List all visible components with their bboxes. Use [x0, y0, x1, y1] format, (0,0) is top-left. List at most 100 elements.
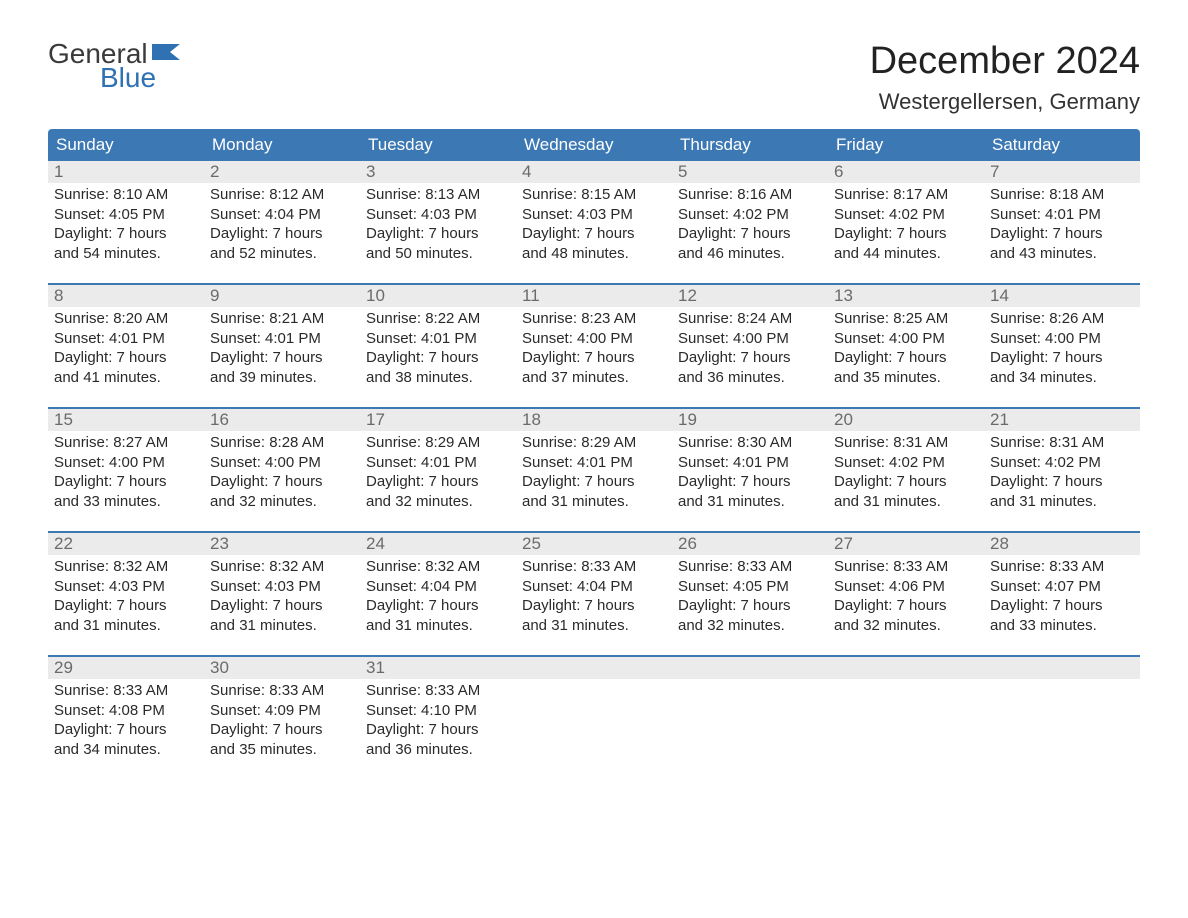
d2-text: and 32 minutes.: [834, 616, 978, 636]
day-cell: Sunrise: 8:33 AMSunset: 4:06 PMDaylight:…: [828, 555, 984, 639]
d2-text: and 37 minutes.: [522, 368, 666, 388]
sunset-text: Sunset: 4:01 PM: [990, 205, 1134, 225]
d1-text: Daylight: 7 hours: [210, 472, 354, 492]
sunset-text: Sunset: 4:02 PM: [834, 453, 978, 473]
d2-text: and 43 minutes.: [990, 244, 1134, 264]
day-number: 9: [204, 285, 360, 307]
day-cell: [828, 679, 984, 763]
d1-text: Daylight: 7 hours: [678, 224, 822, 244]
d2-text: and 32 minutes.: [366, 492, 510, 512]
sunrise-text: Sunrise: 8:13 AM: [366, 185, 510, 205]
sunrise-text: Sunrise: 8:33 AM: [366, 681, 510, 701]
sunrise-text: Sunrise: 8:15 AM: [522, 185, 666, 205]
day-cell: Sunrise: 8:33 AMSunset: 4:10 PMDaylight:…: [360, 679, 516, 763]
day-cell: Sunrise: 8:23 AMSunset: 4:00 PMDaylight:…: [516, 307, 672, 391]
d2-text: and 31 minutes.: [54, 616, 198, 636]
location-label: Westergellersen, Germany: [870, 89, 1140, 115]
day-cell: Sunrise: 8:33 AMSunset: 4:07 PMDaylight:…: [984, 555, 1140, 639]
weekday-header: Monday: [204, 129, 360, 161]
sunrise-text: Sunrise: 8:33 AM: [678, 557, 822, 577]
day-number: 5: [672, 161, 828, 183]
sunrise-text: Sunrise: 8:18 AM: [990, 185, 1134, 205]
day-number: 20: [828, 409, 984, 431]
d2-text: and 36 minutes.: [366, 740, 510, 760]
d1-text: Daylight: 7 hours: [210, 224, 354, 244]
sunrise-text: Sunrise: 8:21 AM: [210, 309, 354, 329]
day-number: 4: [516, 161, 672, 183]
sunset-text: Sunset: 4:01 PM: [366, 329, 510, 349]
sunrise-text: Sunrise: 8:12 AM: [210, 185, 354, 205]
day-cell: Sunrise: 8:29 AMSunset: 4:01 PMDaylight:…: [360, 431, 516, 515]
d2-text: and 50 minutes.: [366, 244, 510, 264]
d2-text: and 41 minutes.: [54, 368, 198, 388]
sunrise-text: Sunrise: 8:32 AM: [210, 557, 354, 577]
day-number: 12: [672, 285, 828, 307]
d1-text: Daylight: 7 hours: [210, 720, 354, 740]
sunrise-text: Sunrise: 8:31 AM: [990, 433, 1134, 453]
day-number: 11: [516, 285, 672, 307]
day-number: 2: [204, 161, 360, 183]
sunset-text: Sunset: 4:05 PM: [678, 577, 822, 597]
d1-text: Daylight: 7 hours: [366, 224, 510, 244]
weekday-header: Friday: [828, 129, 984, 161]
day-cell: Sunrise: 8:33 AMSunset: 4:04 PMDaylight:…: [516, 555, 672, 639]
sunset-text: Sunset: 4:01 PM: [678, 453, 822, 473]
d1-text: Daylight: 7 hours: [990, 472, 1134, 492]
week-row: 15161718192021Sunrise: 8:27 AMSunset: 4:…: [48, 407, 1140, 515]
d2-text: and 31 minutes.: [522, 616, 666, 636]
day-cell: Sunrise: 8:28 AMSunset: 4:00 PMDaylight:…: [204, 431, 360, 515]
day-number: 26: [672, 533, 828, 555]
day-cell: Sunrise: 8:12 AMSunset: 4:04 PMDaylight:…: [204, 183, 360, 267]
weekday-header: Thursday: [672, 129, 828, 161]
day-cell: Sunrise: 8:27 AMSunset: 4:00 PMDaylight:…: [48, 431, 204, 515]
d1-text: Daylight: 7 hours: [366, 472, 510, 492]
sunrise-text: Sunrise: 8:23 AM: [522, 309, 666, 329]
day-number: 25: [516, 533, 672, 555]
day-cell: [672, 679, 828, 763]
d2-text: and 34 minutes.: [990, 368, 1134, 388]
week-row: 891011121314Sunrise: 8:20 AMSunset: 4:01…: [48, 283, 1140, 391]
day-number: 27: [828, 533, 984, 555]
d1-text: Daylight: 7 hours: [54, 224, 198, 244]
d1-text: Daylight: 7 hours: [834, 348, 978, 368]
sunrise-text: Sunrise: 8:22 AM: [366, 309, 510, 329]
logo-word-blue: Blue: [48, 64, 180, 92]
sunrise-text: Sunrise: 8:27 AM: [54, 433, 198, 453]
day-number: 23: [204, 533, 360, 555]
sunrise-text: Sunrise: 8:33 AM: [522, 557, 666, 577]
sunset-text: Sunset: 4:03 PM: [210, 577, 354, 597]
daynum-row: 1234567: [48, 161, 1140, 183]
d2-text: and 35 minutes.: [210, 740, 354, 760]
weekday-header: Saturday: [984, 129, 1140, 161]
d1-text: Daylight: 7 hours: [990, 224, 1134, 244]
d2-text: and 31 minutes.: [678, 492, 822, 512]
day-number: 17: [360, 409, 516, 431]
sunrise-text: Sunrise: 8:28 AM: [210, 433, 354, 453]
sunset-text: Sunset: 4:08 PM: [54, 701, 198, 721]
day-cell: [984, 679, 1140, 763]
daynum-row: 15161718192021: [48, 409, 1140, 431]
day-cell: Sunrise: 8:32 AMSunset: 4:03 PMDaylight:…: [48, 555, 204, 639]
weekday-header: Sunday: [48, 129, 204, 161]
sunrise-text: Sunrise: 8:33 AM: [834, 557, 978, 577]
day-cell: Sunrise: 8:26 AMSunset: 4:00 PMDaylight:…: [984, 307, 1140, 391]
d2-text: and 32 minutes.: [678, 616, 822, 636]
sunset-text: Sunset: 4:00 PM: [522, 329, 666, 349]
day-cell: Sunrise: 8:32 AMSunset: 4:03 PMDaylight:…: [204, 555, 360, 639]
day-number: 3: [360, 161, 516, 183]
day-number: 1: [48, 161, 204, 183]
d2-text: and 44 minutes.: [834, 244, 978, 264]
day-cell: Sunrise: 8:33 AMSunset: 4:09 PMDaylight:…: [204, 679, 360, 763]
d1-text: Daylight: 7 hours: [54, 348, 198, 368]
sunset-text: Sunset: 4:01 PM: [366, 453, 510, 473]
sunset-text: Sunset: 4:04 PM: [522, 577, 666, 597]
d1-text: Daylight: 7 hours: [366, 596, 510, 616]
sunrise-text: Sunrise: 8:20 AM: [54, 309, 198, 329]
d1-text: Daylight: 7 hours: [522, 596, 666, 616]
d1-text: Daylight: 7 hours: [522, 348, 666, 368]
calendar: SundayMondayTuesdayWednesdayThursdayFrid…: [48, 129, 1140, 763]
sunset-text: Sunset: 4:03 PM: [522, 205, 666, 225]
d2-text: and 36 minutes.: [678, 368, 822, 388]
day-cell: Sunrise: 8:16 AMSunset: 4:02 PMDaylight:…: [672, 183, 828, 267]
day-cell: Sunrise: 8:31 AMSunset: 4:02 PMDaylight:…: [984, 431, 1140, 515]
